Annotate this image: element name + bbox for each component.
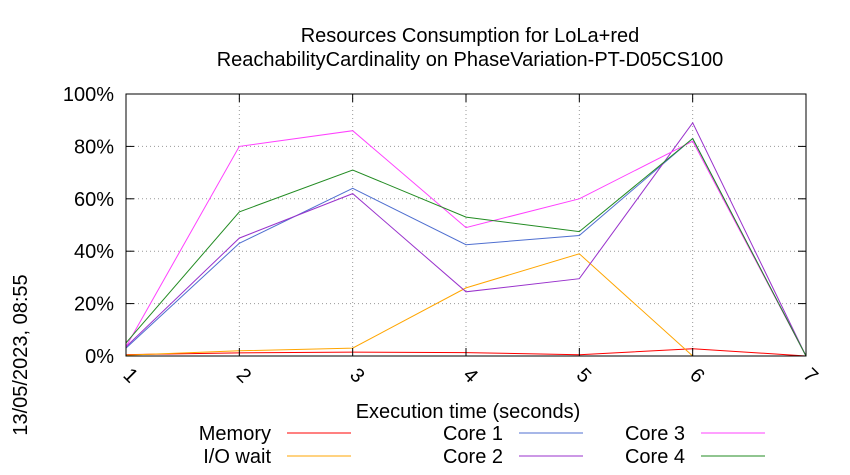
legend-label: I/O wait [203, 446, 271, 468]
y-tick-label: 20% [74, 294, 114, 316]
x-tick-label: 2 [232, 364, 255, 387]
y-tick-label: 80% [74, 136, 114, 158]
series-line-core-3 [125, 130, 807, 357]
x-tick-label: 1 [119, 364, 142, 387]
x-tick-label: 6 [685, 364, 708, 387]
series-line-core-1 [125, 137, 807, 357]
x-axis-ticks: 1 2 3 4 5 6 7 [119, 94, 822, 387]
legend-label: Core 2 [443, 446, 503, 468]
x-tick-label: 5 [572, 364, 595, 387]
series-lines [125, 121, 807, 357]
x-tick-label: 4 [459, 364, 482, 387]
chart-title-line2: ReachabilityCardinality on PhaseVariatio… [217, 49, 724, 71]
legend-label: Core 4 [625, 446, 685, 468]
legend-label: Core 1 [443, 423, 503, 445]
y-axis-ticks: 0% 20% 40% 60% 80% 100% [63, 84, 806, 368]
legend-label: Core 3 [625, 423, 685, 445]
y-tick-label: 0% [85, 346, 114, 368]
x-tick-label: 3 [345, 364, 368, 387]
timestamp-label: 13/05/2023, 08:55 [10, 274, 32, 435]
x-tick-label: 7 [799, 364, 822, 387]
grid-lines [126, 94, 806, 356]
series-line-core-4 [125, 137, 807, 357]
series-line-i-o-wait [125, 253, 806, 357]
legend-label: Memory [199, 423, 271, 445]
chart-title-line1: Resources Consumption for LoLa+red [301, 25, 640, 47]
series-line-core-2 [125, 121, 807, 357]
y-tick-label: 100% [63, 84, 114, 106]
x-axis-label: Execution time (seconds) [356, 401, 581, 423]
y-tick-label: 40% [74, 241, 114, 263]
y-tick-label: 60% [74, 189, 114, 211]
